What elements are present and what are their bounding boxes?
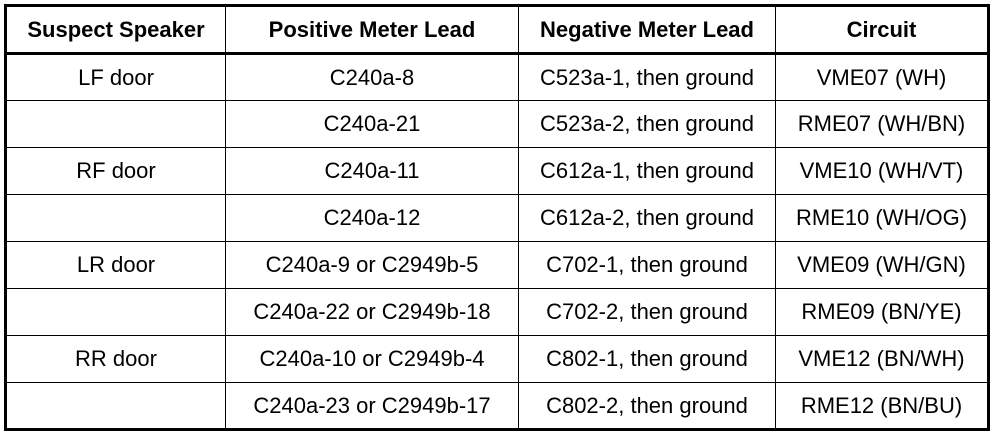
cell-circuit: RME07 (WH/BN) [775,100,989,148]
cell-circuit: VME09 (WH/GN) [775,241,989,289]
cell-positive-meter-lead: C240a-8 [225,53,519,101]
cell-suspect-speaker [5,382,226,430]
cell-negative-meter-lead: C802-2, then ground [518,382,776,430]
cell-circuit: VME07 (WH) [775,53,989,101]
cell-suspect-speaker [5,194,226,242]
table-row: C240a-12 C612a-2, then ground RME10 (WH/… [5,194,989,242]
speaker-test-table-container: Suspect Speaker Positive Meter Lead Nega… [4,4,990,431]
cell-negative-meter-lead: C702-1, then ground [518,241,776,289]
header-row: Suspect Speaker Positive Meter Lead Nega… [5,5,989,55]
cell-suspect-speaker: RR door [5,335,226,383]
cell-circuit: RME10 (WH/OG) [775,194,989,242]
cell-suspect-speaker [5,100,226,148]
table-row: C240a-21 C523a-2, then ground RME07 (WH/… [5,100,989,148]
cell-suspect-speaker: LF door [5,53,226,101]
header-negative-meter-lead: Negative Meter Lead [518,5,776,55]
cell-negative-meter-lead: C802-1, then ground [518,335,776,383]
speaker-test-table: Suspect Speaker Positive Meter Lead Nega… [4,4,990,431]
table-row: C240a-23 or C2949b-17 C802-2, then groun… [5,382,989,430]
cell-negative-meter-lead: C612a-1, then ground [518,147,776,195]
cell-circuit: RME12 (BN/BU) [775,382,989,430]
cell-circuit: VME10 (WH/VT) [775,147,989,195]
table-row: LF door C240a-8 C523a-1, then ground VME… [5,53,989,101]
table-row: RR door C240a-10 or C2949b-4 C802-1, the… [5,335,989,383]
cell-positive-meter-lead: C240a-12 [225,194,519,242]
cell-positive-meter-lead: C240a-9 or C2949b-5 [225,241,519,289]
table-row: C240a-22 or C2949b-18 C702-2, then groun… [5,288,989,336]
cell-circuit: RME09 (BN/YE) [775,288,989,336]
table-header: Suspect Speaker Positive Meter Lead Nega… [5,5,989,55]
cell-negative-meter-lead: C523a-1, then ground [518,53,776,101]
header-suspect-speaker: Suspect Speaker [5,5,226,55]
cell-negative-meter-lead: C702-2, then ground [518,288,776,336]
cell-negative-meter-lead: C612a-2, then ground [518,194,776,242]
cell-positive-meter-lead: C240a-11 [225,147,519,195]
cell-suspect-speaker: LR door [5,241,226,289]
table-body: LF door C240a-8 C523a-1, then ground VME… [5,53,989,430]
header-positive-meter-lead: Positive Meter Lead [225,5,519,55]
cell-suspect-speaker: RF door [5,147,226,195]
cell-circuit: VME12 (BN/WH) [775,335,989,383]
cell-suspect-speaker [5,288,226,336]
cell-positive-meter-lead: C240a-23 or C2949b-17 [225,382,519,430]
cell-positive-meter-lead: C240a-10 or C2949b-4 [225,335,519,383]
cell-negative-meter-lead: C523a-2, then ground [518,100,776,148]
table-row: RF door C240a-11 C612a-1, then ground VM… [5,147,989,195]
header-circuit: Circuit [775,5,989,55]
cell-positive-meter-lead: C240a-21 [225,100,519,148]
cell-positive-meter-lead: C240a-22 or C2949b-18 [225,288,519,336]
table-row: LR door C240a-9 or C2949b-5 C702-1, then… [5,241,989,289]
